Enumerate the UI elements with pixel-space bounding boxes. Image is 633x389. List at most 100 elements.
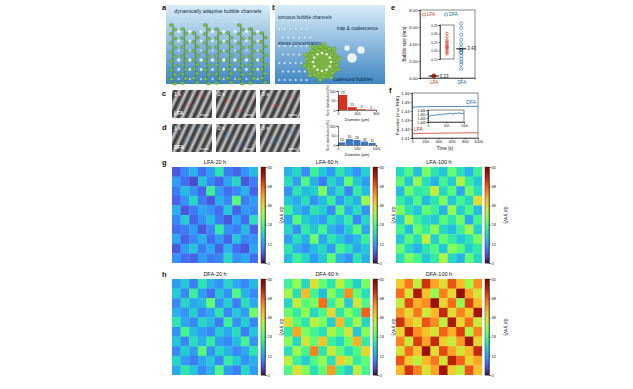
leaf (206, 55, 211, 58)
leaf (169, 68, 174, 71)
cell (198, 205, 207, 215)
cell (301, 279, 310, 289)
bubble (211, 68, 214, 71)
cell (318, 196, 327, 206)
leaf (251, 68, 256, 71)
colorbar-swatch (485, 171, 489, 173)
cell (232, 196, 241, 206)
leaf (180, 54, 185, 57)
bubble (188, 58, 192, 62)
cell (293, 167, 302, 177)
colorbar-swatch (261, 345, 265, 347)
cell (430, 317, 439, 327)
colorbar-swatch (261, 215, 265, 217)
colorbar-swatch (261, 279, 265, 281)
cell (353, 177, 362, 187)
cell (284, 317, 293, 327)
cell (473, 167, 482, 177)
axis: 0400800 (338, 110, 380, 116)
cell (198, 337, 207, 347)
cell (473, 346, 482, 356)
bar (348, 107, 357, 110)
bubble-marker (287, 95, 290, 98)
cell (215, 308, 224, 318)
leaf (237, 59, 242, 62)
tick-mark (419, 10, 421, 11)
tick: 24 (377, 222, 385, 227)
tick: 1.45 (401, 100, 412, 105)
cell (396, 244, 405, 254)
tick: 500 (444, 122, 450, 128)
colorbar-swatch (261, 201, 265, 203)
bubble (189, 50, 191, 52)
panel-label: h (162, 270, 167, 279)
bubble (177, 58, 181, 62)
tick: 0.30 (431, 32, 440, 36)
axis-title: Size distribution (%) (326, 120, 330, 151)
leaf (206, 73, 211, 76)
cell (344, 196, 353, 206)
colorbar-swatch (373, 345, 377, 347)
bubble (212, 78, 214, 80)
inset-plot-area (446, 32, 449, 55)
tick-label: 48 (268, 296, 273, 301)
colorbar-swatch (485, 285, 489, 287)
trapped-bubble (313, 56, 316, 59)
leaf (214, 72, 219, 75)
cell (336, 215, 345, 225)
tick-label: 50 (332, 134, 336, 138)
tick: 60 (489, 165, 497, 170)
coalesced-bubble (357, 46, 365, 54)
axis-line (337, 127, 339, 146)
cell (232, 234, 241, 244)
tick-mark (439, 59, 441, 60)
tick-label: 1000 (461, 124, 468, 128)
cell (241, 279, 250, 289)
cell (422, 215, 431, 225)
tick: 1.445 (418, 113, 428, 117)
cell (396, 177, 405, 187)
leaf (312, 73, 317, 76)
cell (413, 177, 422, 187)
cell (361, 346, 370, 356)
cell (430, 186, 439, 196)
bubble (298, 70, 300, 72)
cell (189, 289, 198, 299)
axis: 05001000 (338, 145, 381, 151)
colorbar-swatch (485, 167, 489, 169)
leaf (218, 50, 223, 53)
tick: 24 (489, 222, 497, 227)
cell (344, 234, 353, 244)
data-label: 14 (340, 138, 344, 142)
cell (422, 234, 431, 244)
colorbar-swatch (373, 357, 377, 359)
tick: 1000 (373, 145, 381, 151)
cell (336, 186, 345, 196)
axis-line (378, 280, 379, 376)
tick-label: LFA (430, 80, 438, 85)
cell (215, 177, 224, 187)
cell (310, 215, 319, 225)
scale-bar (288, 115, 297, 116)
bubble (256, 40, 259, 43)
cell (327, 186, 336, 196)
colorbar-swatch (485, 249, 489, 251)
cell (456, 346, 465, 356)
tick-label: 48 (380, 184, 385, 189)
cell (318, 253, 327, 263)
cell (439, 317, 448, 327)
tick-label: 0 (334, 109, 336, 113)
mean-label: 3.43 (467, 46, 476, 51)
cell (353, 186, 362, 196)
tick-mark (377, 244, 379, 245)
leaf (226, 49, 231, 52)
colorbar-swatch (261, 309, 265, 311)
bubble (278, 79, 280, 81)
cell (284, 346, 293, 356)
cell (473, 177, 482, 187)
heatmap: LFA-100 h01224364860ΔV (mV) (396, 159, 508, 266)
leaf (192, 31, 197, 34)
tick-label: 400 (355, 112, 361, 116)
tick-mark (411, 93, 413, 94)
cell (473, 337, 482, 347)
